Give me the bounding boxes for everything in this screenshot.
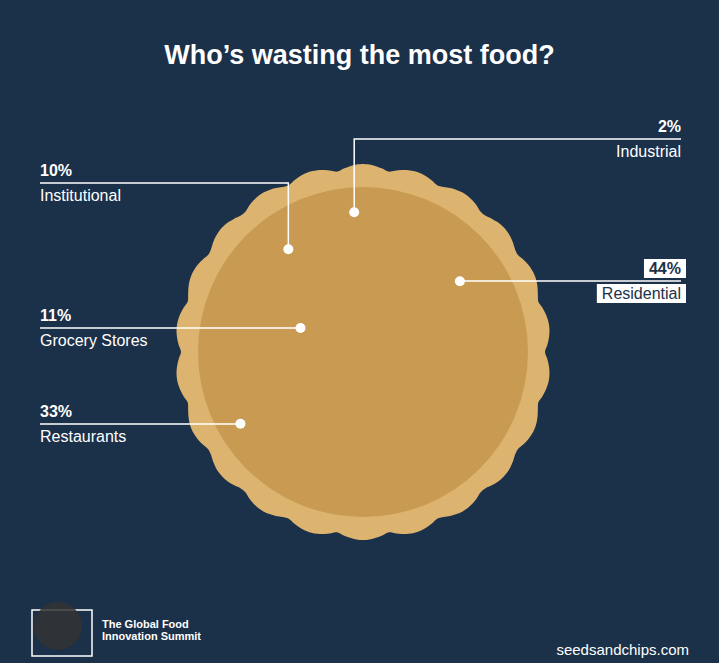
swirl bbox=[422, 256, 466, 300]
swirl bbox=[450, 339, 466, 355]
title: Who’s wasting the most food? bbox=[164, 40, 554, 70]
background bbox=[0, 0, 719, 663]
pecan bbox=[266, 360, 306, 390]
chart: Who’s wasting the most food? 44% Residenti… bbox=[0, 0, 719, 663]
pie-slice bbox=[363, 197, 518, 496]
crust-rim bbox=[198, 187, 528, 517]
plot bbox=[208, 197, 518, 507]
category-label: Institutional bbox=[40, 187, 121, 204]
swirl bbox=[429, 404, 473, 448]
category-label: Residential bbox=[602, 285, 681, 302]
leader-line bbox=[40, 327, 300, 329]
decoration bbox=[256, 256, 480, 467]
leader-dot bbox=[349, 207, 359, 217]
category-label: Industrial bbox=[616, 143, 681, 160]
pecan bbox=[330, 425, 370, 467]
data-label: 2% bbox=[658, 118, 681, 135]
data-label: 44% bbox=[649, 260, 681, 277]
pie-slice bbox=[208, 333, 420, 507]
leader-line bbox=[354, 139, 681, 212]
swirl bbox=[436, 325, 480, 369]
data-label: 10% bbox=[40, 162, 72, 179]
label-box bbox=[597, 284, 686, 303]
category-label: Grocery Stores bbox=[40, 332, 148, 349]
source: seedsandchips.com bbox=[556, 641, 689, 658]
leader-line bbox=[40, 423, 240, 425]
labels: 44% Residential 33% Restaurants 11% Grocery S… bbox=[40, 118, 686, 445]
swirl bbox=[436, 270, 452, 286]
pie-slice bbox=[344, 197, 363, 352]
leader-dot bbox=[295, 323, 305, 333]
summit-text: The Global Food Innovation Summit bbox=[102, 618, 214, 642]
data-label: 11% bbox=[40, 307, 71, 324]
swirl bbox=[443, 418, 459, 434]
pecan bbox=[256, 427, 297, 458]
leader-line bbox=[40, 183, 288, 249]
swirl bbox=[436, 411, 466, 441]
pie-slice bbox=[209, 239, 363, 352]
swirl bbox=[429, 263, 459, 293]
label-box bbox=[644, 259, 686, 278]
pie-slice bbox=[257, 198, 363, 352]
leader-dot bbox=[235, 419, 245, 429]
crust bbox=[177, 164, 550, 540]
swirl bbox=[443, 332, 473, 362]
data-label: 33% bbox=[40, 403, 72, 420]
category-label: Restaurants bbox=[40, 428, 126, 445]
leader-dot bbox=[455, 276, 465, 286]
leader-dot bbox=[283, 244, 293, 254]
leader-line bbox=[460, 280, 681, 282]
logo-overlay bbox=[34, 602, 82, 650]
